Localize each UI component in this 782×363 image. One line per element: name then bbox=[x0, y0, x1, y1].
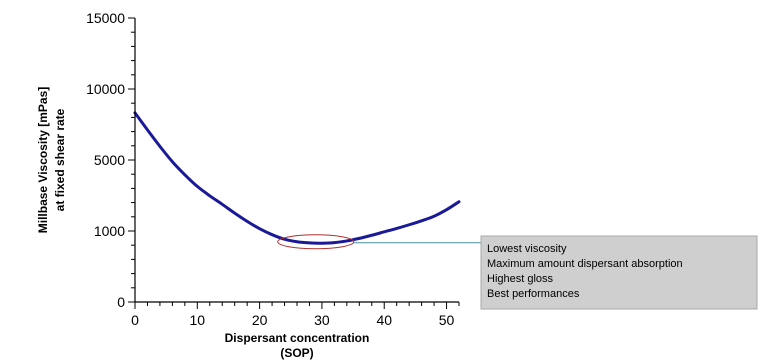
minimum-highlight-ellipse bbox=[277, 234, 355, 250]
y-tick-label: 5000 bbox=[94, 152, 125, 168]
x-tick-label: 50 bbox=[439, 312, 455, 328]
annotation-line: Lowest viscosity bbox=[487, 243, 567, 255]
x-tick-layer: 0 10 20 30 40 50 bbox=[131, 302, 460, 328]
viscosity-curve bbox=[133, 111, 461, 245]
x-tick-label: 20 bbox=[252, 312, 268, 328]
y-tick-label: 1000 bbox=[94, 223, 125, 239]
y-tick-label: 10000 bbox=[86, 81, 125, 97]
x-tick-label: 0 bbox=[131, 312, 139, 328]
y-tick-label: 0 bbox=[117, 294, 125, 310]
y-tick-layer: 0 1000 5000 10000 15000 bbox=[86, 10, 135, 310]
y-axis-title: Millbase Viscosity [mPas] bbox=[36, 87, 50, 234]
x-tick-label: 40 bbox=[376, 312, 392, 328]
annotation-line: Best performances bbox=[487, 288, 580, 300]
y-axis-title-subtitle: at fixed shear rate bbox=[53, 108, 67, 211]
annotation-line: Highest gloss bbox=[487, 273, 554, 285]
x-axis-title-unit: (SOP) bbox=[280, 346, 313, 360]
curve-layer bbox=[133, 111, 461, 245]
x-axis-title: Dispersant concentration bbox=[225, 331, 370, 345]
annotation-line: Maximum amount dispersant absorption bbox=[487, 258, 683, 270]
x-tick-label: 10 bbox=[190, 312, 206, 328]
x-tick-label: 30 bbox=[314, 312, 330, 328]
axes-layer: Dispersant concentration(SOP) Millbase Vi… bbox=[36, 18, 459, 360]
annotation-box bbox=[480, 235, 758, 310]
annotation-layer: Lowest viscosity Maximum amount dispersan… bbox=[277, 234, 758, 310]
y-tick-label: 15000 bbox=[86, 10, 125, 26]
